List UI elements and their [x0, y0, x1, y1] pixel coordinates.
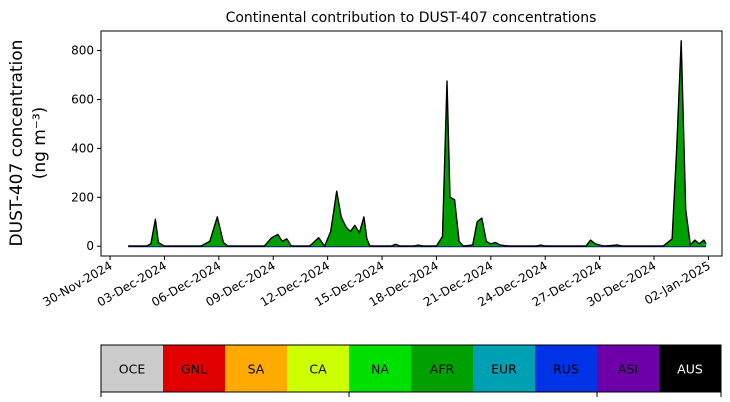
y-axis: 0 200 400 600 800	[71, 44, 101, 253]
legend-label-na: NA	[371, 362, 389, 377]
legend-swatch-na	[349, 345, 412, 392]
y-axis-label-units: (ng m⁻³)	[30, 107, 50, 180]
y-tick-label: 800	[71, 44, 94, 58]
legend-label-afr: AFR	[430, 362, 455, 377]
legend-label-oce: OCE	[119, 362, 146, 377]
y-tick-label: 200	[71, 190, 94, 204]
legend-swatch-aus	[659, 345, 722, 392]
legend-label-gnl: GNL	[181, 362, 207, 377]
legend-label-eur: EUR	[491, 362, 517, 377]
legend-swatch-ca	[287, 345, 350, 392]
legend-label-rus: RUS	[553, 362, 579, 377]
plot-frame	[100, 30, 723, 257]
series-area-fill	[128, 40, 707, 247]
y-tick-label: 400	[71, 141, 94, 155]
legend-label-asi: ASI	[618, 362, 638, 377]
x-axis: 30-Nov-202403-Dec-202406-Dec-202409-Dec-…	[40, 256, 713, 309]
area-marks	[128, 40, 707, 248]
legend: OCE GNL SA CA NA AFR EUR RUS ASI AUS	[100, 344, 722, 397]
legend-swatch-rus	[535, 345, 598, 392]
y-axis-label-line2: (ng m⁻³)	[30, 107, 50, 180]
y-axis-label: DUST-407 concentration	[7, 40, 27, 247]
series-outline	[128, 40, 707, 247]
legend-swatch-sa	[225, 345, 288, 392]
legend-frame	[100, 344, 722, 393]
legend-swatch-eur	[473, 345, 536, 392]
legend-swatch-asi	[597, 345, 660, 392]
legend-swatch-afr	[411, 345, 474, 392]
legend-label-ca: CA	[309, 362, 327, 377]
legend-label-aus: AUS	[677, 362, 703, 377]
chart-title: Continental contribution to DUST-407 con…	[226, 10, 597, 26]
legend-label-sa: SA	[248, 362, 265, 377]
y-tick-label: 600	[71, 92, 94, 106]
y-axis-label-line1: DUST-407 concentration	[7, 40, 27, 247]
y-tick-label: 0	[86, 239, 94, 253]
legend-swatch-oce	[101, 345, 164, 392]
legend-swatch-gnl	[163, 345, 226, 392]
